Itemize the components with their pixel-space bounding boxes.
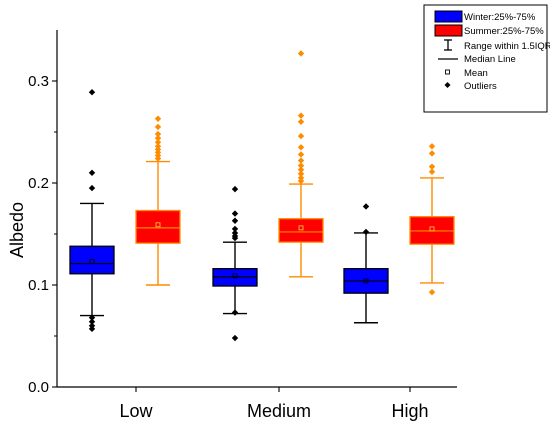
outlier-point <box>428 163 436 170</box>
outlier-point <box>154 155 162 162</box>
outlier-point <box>428 150 436 157</box>
outlier-point <box>231 334 239 342</box>
legend-winter-label: Winter:25%-75% <box>464 12 536 23</box>
legend-mean-label: Mean <box>464 68 488 79</box>
y-tick-label: 0.1 <box>28 277 49 294</box>
outlier-point <box>362 203 370 210</box>
legend-median-label: Median Line <box>464 54 516 65</box>
outlier-point <box>231 210 239 217</box>
outlier-point <box>297 132 305 140</box>
x-category-label: Low <box>119 401 153 421</box>
outlier-point <box>297 112 305 119</box>
mean-marker <box>155 222 161 228</box>
mean-marker <box>363 278 369 284</box>
box-plot <box>409 143 455 296</box>
x-category-label: High <box>391 401 428 421</box>
legend-outlier-label: Outliers <box>464 81 497 92</box>
legend-outlier-icon <box>444 82 451 88</box>
box-plot <box>343 203 389 324</box>
outlier-point <box>297 177 305 185</box>
y-tick-label: 0.2 <box>28 175 49 192</box>
legend-summer-swatch <box>434 24 463 37</box>
outlier-point <box>297 170 305 178</box>
legend-range-icon <box>444 39 452 51</box>
outlier-point <box>88 89 96 96</box>
y-axis-title: Albedo <box>7 202 27 258</box>
outlier-point <box>297 118 305 125</box>
outlier-point <box>154 115 162 122</box>
legend-winter-swatch <box>434 10 463 23</box>
outlier-point <box>88 325 96 333</box>
iqr-box <box>69 245 115 275</box>
outlier-point <box>88 318 96 325</box>
outlier-point <box>231 185 239 193</box>
outlier-point <box>428 143 436 150</box>
mean-marker <box>232 273 238 279</box>
x-category-label: Medium <box>247 401 311 421</box>
outlier-point <box>297 50 305 57</box>
mean-marker <box>298 225 304 231</box>
outlier-point <box>88 169 96 176</box>
outlier-point <box>231 309 239 316</box>
outlier-point <box>297 144 305 151</box>
outlier-point <box>231 225 239 233</box>
iqr-box <box>278 218 324 243</box>
outlier-point <box>231 217 239 224</box>
box-plot <box>69 89 115 333</box>
outlier-point <box>297 151 305 158</box>
outlier-point <box>88 184 96 192</box>
outlier-point <box>154 134 162 142</box>
box-plot <box>135 115 181 286</box>
outlier-point <box>362 228 370 236</box>
mean-marker <box>429 226 435 232</box>
y-tick-label: 0.0 <box>28 379 49 396</box>
legend: Winter:25%-75% Summer:25%-75% Range with… <box>423 4 550 113</box>
legend-summer-label: Summer:25%-75% <box>464 26 544 37</box>
outlier-point <box>154 139 162 146</box>
legend-mean-icon <box>445 69 450 75</box>
outlier-point <box>428 288 436 296</box>
outlier-point <box>428 168 436 175</box>
box-plot <box>212 185 258 342</box>
outlier-point <box>297 157 305 164</box>
outlier-point <box>154 130 162 138</box>
outlier-point <box>154 123 162 131</box>
outlier-point <box>231 234 239 242</box>
outlier-point <box>297 162 305 169</box>
box-plot <box>278 50 324 278</box>
legend-range-label: Range within 1.5IQR <box>464 41 550 52</box>
outlier-point <box>88 314 96 321</box>
outlier-point <box>297 166 305 173</box>
mean-marker <box>89 259 95 264</box>
y-tick-label: 0.3 <box>28 73 49 90</box>
